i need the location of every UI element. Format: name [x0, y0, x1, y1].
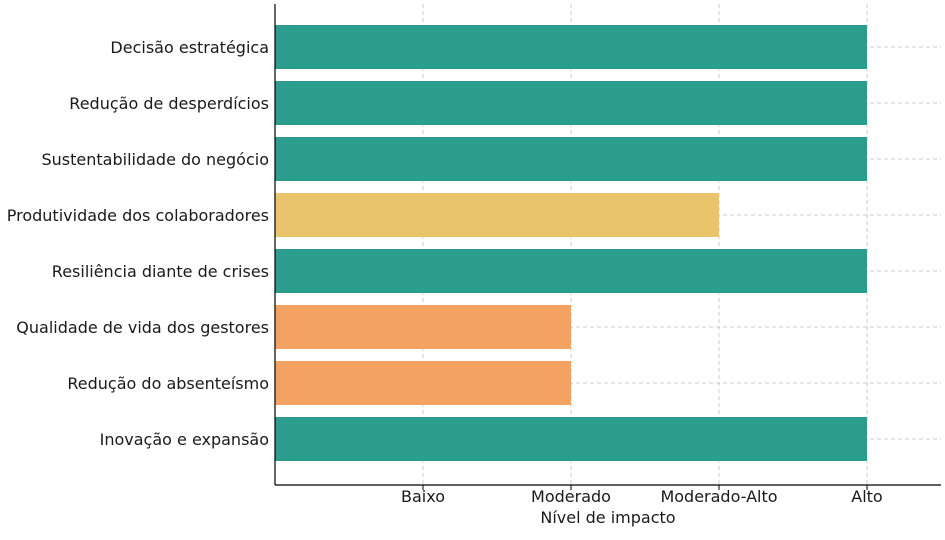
bar	[275, 137, 867, 181]
x-tick-label: Baixo	[401, 487, 445, 506]
labels: Decisão estratégica Redução de desperdíci…	[7, 38, 883, 506]
bar	[275, 417, 867, 461]
bar	[275, 249, 867, 293]
x-tick-label: Moderado-Alto	[660, 487, 777, 506]
bar	[275, 361, 571, 405]
gridlines	[275, 4, 941, 485]
category-label: Redução de desperdícios	[69, 94, 269, 113]
axes	[274, 4, 941, 490]
x-tick-label: Alto	[851, 487, 882, 506]
x-tick-label: Moderado	[531, 487, 611, 506]
category-label: Resiliência diante de crises	[52, 262, 269, 281]
category-label: Produtividade dos colaboradores	[7, 206, 269, 225]
bar	[275, 25, 867, 69]
category-label: Decisão estratégica	[110, 38, 269, 57]
bar	[275, 81, 867, 125]
category-label: Redução do absenteísmo	[67, 374, 269, 393]
bars	[275, 25, 867, 461]
bar	[275, 193, 719, 237]
bar	[275, 305, 571, 349]
category-label: Sustentabilidade do negócio	[42, 150, 270, 169]
category-label: Inovação e expansão	[100, 430, 269, 449]
category-label: Qualidade de vida dos gestores	[16, 318, 269, 337]
x-axis-title: Nível de impacto	[540, 508, 675, 527]
